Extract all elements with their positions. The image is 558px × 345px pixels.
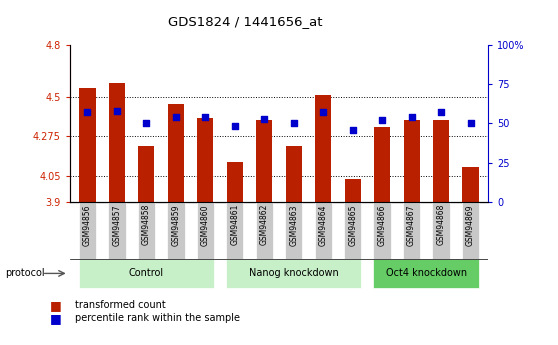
Text: ■: ■	[50, 312, 62, 325]
Bar	[285, 202, 302, 259]
Bar	[344, 202, 362, 259]
Bar	[403, 120, 420, 202]
Bar	[79, 259, 214, 288]
Bar	[168, 104, 184, 202]
Bar	[373, 202, 391, 259]
Bar	[109, 83, 125, 202]
Bar	[138, 202, 155, 259]
Text: GSM94856: GSM94856	[83, 204, 92, 246]
Text: GSM94859: GSM94859	[171, 204, 180, 246]
Bar	[315, 202, 332, 259]
Point	[407, 114, 416, 120]
Text: GSM94860: GSM94860	[201, 204, 210, 246]
Text: Control: Control	[129, 268, 164, 278]
Point	[83, 110, 92, 115]
Point	[142, 121, 151, 126]
Text: GSM94869: GSM94869	[466, 204, 475, 246]
Text: transformed count: transformed count	[75, 300, 166, 310]
Text: GSM94862: GSM94862	[260, 204, 269, 246]
Bar	[79, 88, 95, 202]
Text: GSM94866: GSM94866	[378, 204, 387, 246]
Bar	[433, 120, 449, 202]
Point	[466, 121, 475, 126]
Text: GSM94867: GSM94867	[407, 204, 416, 246]
Bar	[463, 167, 479, 202]
Bar	[315, 96, 331, 202]
Point	[378, 117, 387, 123]
Bar	[197, 118, 213, 202]
Bar	[432, 202, 450, 259]
Bar	[462, 202, 479, 259]
Bar	[256, 202, 273, 259]
Text: GSM94865: GSM94865	[348, 204, 357, 246]
Text: GSM94861: GSM94861	[230, 204, 239, 246]
Bar	[138, 146, 155, 202]
Point	[348, 127, 357, 132]
Text: percentile rank within the sample: percentile rank within the sample	[75, 313, 240, 323]
Bar	[373, 259, 479, 288]
Text: Nanog knockdown: Nanog knockdown	[249, 268, 339, 278]
Bar	[374, 127, 390, 202]
Text: GSM94864: GSM94864	[319, 204, 328, 246]
Bar	[79, 202, 96, 259]
Point	[260, 116, 269, 121]
Point	[201, 114, 210, 120]
Point	[319, 110, 328, 115]
Bar	[108, 202, 126, 259]
Text: protocol: protocol	[6, 268, 45, 278]
Bar	[286, 146, 302, 202]
Text: GSM94857: GSM94857	[112, 204, 122, 246]
Point	[171, 114, 180, 120]
Point	[436, 110, 445, 115]
Text: GSM94868: GSM94868	[436, 204, 446, 246]
Bar	[167, 202, 185, 259]
Text: GSM94863: GSM94863	[289, 204, 298, 246]
Text: Oct4 knockdown: Oct4 knockdown	[386, 268, 467, 278]
Bar	[226, 259, 362, 288]
Point	[113, 108, 122, 114]
Point	[289, 121, 298, 126]
Bar	[256, 120, 272, 202]
Text: GDS1824 / 1441656_at: GDS1824 / 1441656_at	[169, 16, 323, 29]
Bar	[227, 162, 243, 202]
Bar	[226, 202, 243, 259]
Bar	[345, 179, 361, 202]
Text: GSM94858: GSM94858	[142, 204, 151, 246]
Bar	[403, 202, 420, 259]
Text: ■: ■	[50, 299, 62, 312]
Point	[230, 124, 239, 129]
Bar	[196, 202, 214, 259]
